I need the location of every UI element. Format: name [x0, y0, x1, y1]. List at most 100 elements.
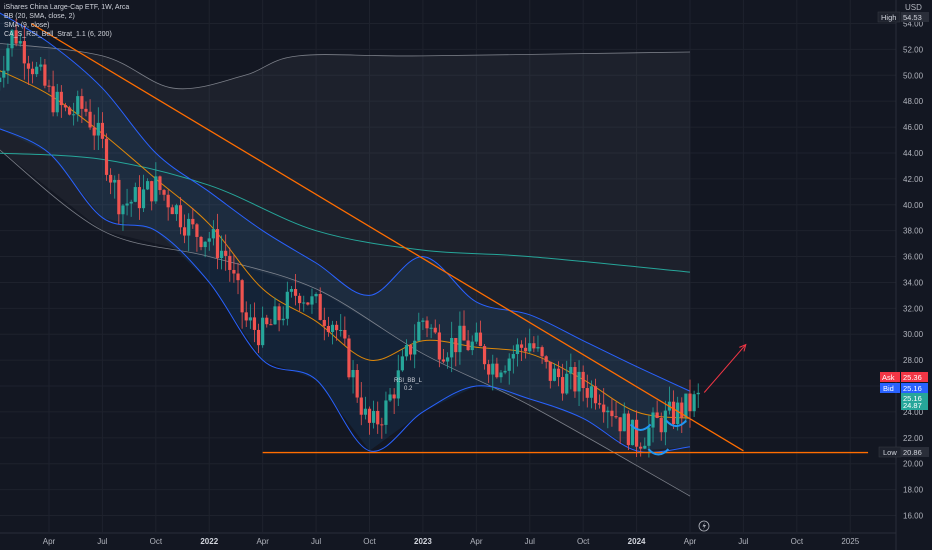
candle-body — [581, 371, 585, 389]
candle-body — [211, 229, 215, 239]
legend-sma[interactable]: SMA (9, close) — [4, 22, 50, 29]
bid-tag: Bid 25.16 — [880, 383, 928, 393]
candle-body — [51, 86, 55, 113]
candle-body — [655, 412, 659, 418]
y-tick-label: 22.00 — [903, 434, 924, 443]
realtime-icon[interactable] — [698, 520, 710, 532]
bid-tag-label: Bid — [883, 384, 894, 393]
candle-body — [2, 70, 6, 78]
candle-body — [602, 404, 606, 413]
drawings — [30, 22, 869, 456]
bid-tag-value: 25.16 — [903, 384, 922, 393]
candle-body — [614, 416, 618, 418]
candle-body — [35, 66, 39, 75]
pattern-arc — [647, 448, 670, 456]
candle-body — [92, 127, 96, 136]
candle-body — [129, 201, 133, 204]
y-tick-label: 20.00 — [903, 460, 924, 469]
candle-body — [252, 317, 257, 330]
candle-body — [429, 327, 433, 329]
candle-body — [532, 343, 536, 349]
candle-body — [100, 122, 105, 139]
candle-body — [203, 241, 207, 248]
candle-body — [240, 280, 244, 313]
y-tick-label: 30.00 — [903, 330, 924, 339]
legend-bb[interactable]: BB (20, SMA, close, 2) — [4, 13, 75, 20]
candle-body — [528, 343, 532, 352]
low-tag: Low 20.86 — [878, 446, 929, 458]
candle-body — [651, 412, 655, 428]
candle-body — [585, 388, 589, 398]
last-price-value: 25.16 — [903, 394, 922, 403]
candle-body — [133, 187, 137, 202]
candle-body — [351, 370, 355, 378]
candle-body — [544, 356, 548, 362]
candle-body — [191, 218, 195, 225]
candle-body — [593, 386, 598, 404]
candle-body — [39, 64, 43, 67]
y-tick-label: 40.00 — [903, 201, 924, 210]
sma-200-line — [0, 152, 691, 273]
x-tick-label: Jul — [97, 537, 107, 546]
y-tick-label: 54.00 — [903, 20, 924, 29]
candle-body — [88, 111, 92, 128]
candle-body — [228, 255, 232, 270]
candle-body — [462, 325, 466, 341]
candle-body — [470, 341, 474, 351]
candle-body — [524, 347, 528, 352]
candle-body — [680, 402, 684, 418]
candle-body — [104, 138, 109, 175]
candle-body — [536, 347, 540, 349]
candle-body — [256, 329, 261, 346]
candle-body — [219, 250, 224, 258]
candle-body — [76, 96, 80, 115]
candle-body — [199, 236, 203, 248]
candle-body — [265, 317, 269, 325]
candle-body — [314, 293, 318, 297]
candle-body — [367, 408, 372, 423]
x-tick-label: Jul — [311, 537, 321, 546]
candle-body — [647, 427, 651, 446]
candle-body — [67, 107, 72, 115]
candle-body — [174, 205, 178, 215]
candle-body — [482, 346, 487, 365]
candle-body — [610, 410, 614, 417]
candle-body — [396, 370, 400, 399]
candle-body — [244, 312, 248, 321]
candle-body — [507, 358, 511, 371]
candle-body — [285, 291, 289, 319]
candle-body — [376, 410, 380, 425]
candle-body — [355, 370, 359, 398]
candle-body — [14, 30, 18, 44]
candle-body — [195, 224, 199, 237]
candle-body — [663, 410, 667, 433]
x-tick-label: Jul — [738, 537, 748, 546]
candle-body — [224, 250, 228, 256]
x-tick-label: Apr — [684, 537, 697, 546]
pattern-arc — [665, 419, 687, 428]
candle-body — [121, 205, 125, 215]
candle-body — [692, 394, 696, 412]
candle-body — [618, 417, 622, 432]
x-tick-label: 2025 — [841, 537, 859, 546]
channel-fill — [0, 43, 690, 497]
candle-body — [589, 386, 593, 398]
candle-body — [109, 174, 113, 183]
sma-tag: 24.87 — [901, 401, 928, 410]
legend-title[interactable]: iShares China Large-Cap ETF, 1W, Arca — [4, 4, 130, 11]
x-tick-label: 2023 — [414, 537, 432, 546]
currency-label[interactable]: USD — [905, 3, 922, 12]
candle-body — [519, 344, 524, 348]
candle-body — [232, 269, 236, 274]
ask-tag-label: Ask — [882, 373, 895, 382]
candle-body — [178, 205, 183, 228]
candle-body — [96, 122, 100, 136]
candle-body — [384, 400, 388, 425]
candle-body — [63, 105, 68, 108]
x-tick-label: Oct — [577, 537, 590, 546]
legend-strategy[interactable]: CA_S_RSI_Bell_Strat_1.1 (6, 200) — [4, 31, 112, 38]
ask-tag-value: 25.36 — [903, 373, 922, 382]
candle-body — [150, 181, 154, 202]
